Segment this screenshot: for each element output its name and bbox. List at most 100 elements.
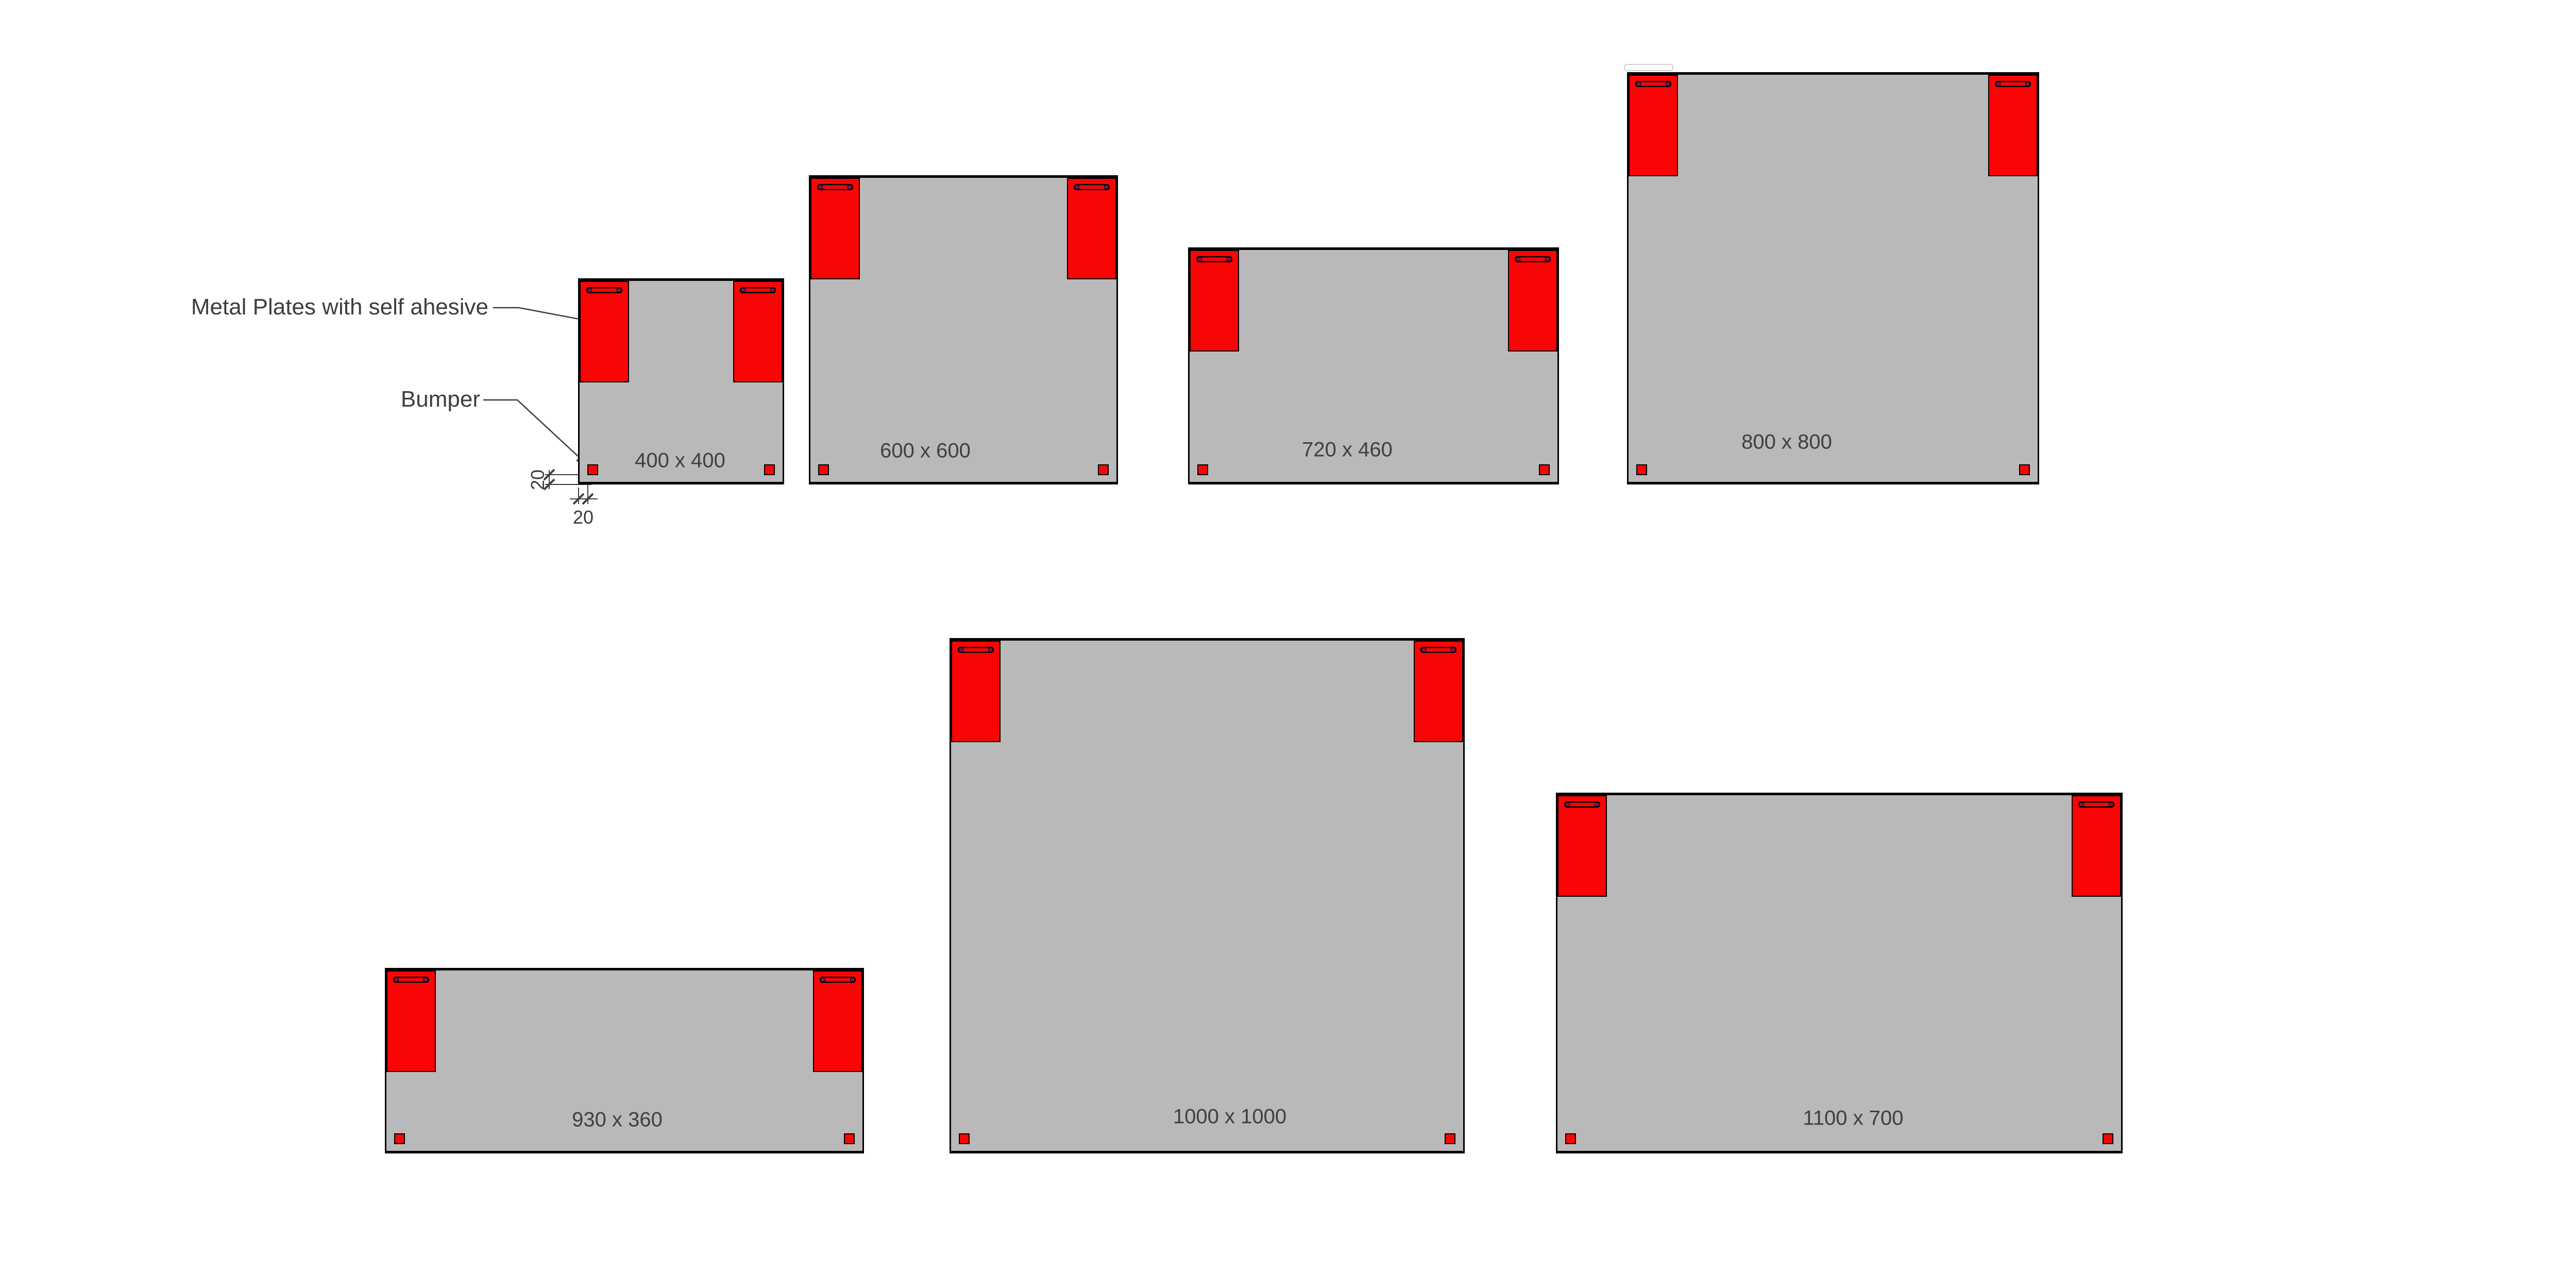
slot-end [1104, 185, 1109, 189]
panel-1000x1000: 1000 x 1000 [950, 638, 1465, 1153]
plate-slot [393, 977, 429, 983]
metal-plate-left [1629, 75, 1678, 176]
slot-end [1666, 82, 1670, 86]
slot-bar [1999, 82, 2026, 86]
metal-plate-left [810, 178, 860, 279]
bumper-right [844, 1133, 855, 1144]
slot-bar [1201, 257, 1228, 261]
bumper-left [394, 1133, 405, 1144]
slot-bar [822, 185, 849, 189]
bumper-right [1098, 464, 1109, 475]
slot-end [1227, 257, 1231, 261]
plate-slot [1420, 647, 1456, 653]
slot-bar [1569, 802, 1596, 807]
plate-slot [1995, 81, 2031, 87]
panel-size-label: 600 x 600 [880, 439, 971, 462]
bumper-leader-line [483, 399, 587, 465]
metal-plate-right [1988, 75, 2038, 176]
plate-slot [1196, 256, 1232, 262]
slot-end [2079, 802, 2084, 807]
slot-end [1197, 257, 1202, 261]
slot-end [2025, 82, 2030, 86]
bumper-right [764, 464, 775, 475]
metal-plate-right [2072, 795, 2121, 897]
panel-size-label: 930 x 360 [572, 1108, 663, 1131]
metal-plate-right [1508, 250, 1557, 351]
ghost-slot-outline [1624, 64, 1673, 71]
slot-end [1516, 257, 1520, 261]
panel-size-label: 400 x 400 [635, 449, 725, 472]
bumper-annotation-label: Bumper [400, 387, 480, 412]
bumper-left [587, 464, 598, 475]
metal-plate-left [386, 970, 436, 1072]
slot-end [394, 978, 399, 982]
slot-bar [962, 648, 989, 652]
slot-end [1421, 648, 1426, 652]
bumper-right [2103, 1133, 2113, 1144]
slot-end [850, 978, 855, 982]
plate-slot [817, 184, 853, 190]
metal-plate-left [1190, 250, 1239, 351]
slot-end [741, 288, 745, 292]
bumper-right [2019, 464, 2030, 475]
slot-end [2109, 802, 2113, 807]
panel-size-label: 800 x 800 [1741, 430, 1832, 454]
slot-end [1545, 257, 1550, 261]
bumper-left [1565, 1133, 1576, 1144]
plate-slot [1515, 256, 1551, 262]
slot-bar [1519, 257, 1546, 261]
plate-slot [1564, 801, 1600, 808]
slot-end [1075, 185, 1079, 189]
plate-slot [958, 647, 994, 653]
slot-bar [398, 978, 425, 982]
panel-930x360: 930 x 360 [385, 968, 864, 1153]
metal-plates-leader-line [493, 307, 593, 323]
plate-slot [586, 287, 622, 293]
panel-size-label: 720 x 460 [1302, 438, 1393, 461]
bumper-right [1539, 464, 1550, 475]
slot-bar [824, 978, 851, 982]
slot-bar [2083, 802, 2110, 807]
metal-plates-annotation-label: Metal Plates with self ahesive [191, 294, 488, 320]
panel-size-label: 1100 x 700 [1803, 1107, 1904, 1130]
slot-end [959, 648, 963, 652]
slot-end [821, 978, 825, 982]
metal-plate-right [1067, 178, 1116, 279]
plate-slot [1635, 81, 1671, 87]
slot-end [1595, 802, 1599, 807]
slot-bar [1425, 648, 1452, 652]
plate-slot [740, 287, 776, 293]
slot-end [770, 288, 775, 292]
slot-bar [1078, 185, 1105, 189]
metal-plate-left [951, 641, 1001, 742]
slot-end [1451, 648, 1455, 652]
metal-plate-left [580, 281, 629, 382]
panel-size-label: 1000 x 1000 [1173, 1105, 1287, 1128]
panel-1100x700: 1100 x 700 [1556, 793, 2123, 1153]
panel-600x600: 600 x 600 [809, 175, 1118, 484]
slot-end [423, 978, 428, 982]
bumper-left [1197, 464, 1208, 475]
metal-plate-right [813, 970, 862, 1072]
bumper-left [818, 464, 829, 475]
plate-slot [1074, 184, 1110, 190]
panel-720x460: 720 x 460 [1188, 247, 1559, 484]
slot-end [1636, 82, 1641, 86]
slot-end [848, 185, 852, 189]
plate-slot [2078, 801, 2114, 808]
metal-plate-right [1414, 641, 1463, 742]
bumper-right [1445, 1133, 1455, 1144]
dimension-left-offset-value: 20 [572, 507, 594, 528]
slot-end [617, 288, 621, 292]
metal-plate-left [1557, 795, 1607, 897]
metal-plate-right [733, 281, 783, 382]
dimension-bottom-offset-value: 20 [527, 469, 548, 491]
panel-800x800: 800 x 800 [1627, 72, 2039, 484]
slot-bar [744, 288, 771, 292]
slot-bar [591, 288, 618, 292]
slot-end [587, 288, 592, 292]
panel-400x400: 400 x 400 [578, 278, 784, 484]
slot-end [1996, 82, 2001, 86]
dimension-left-offset [570, 477, 598, 505]
